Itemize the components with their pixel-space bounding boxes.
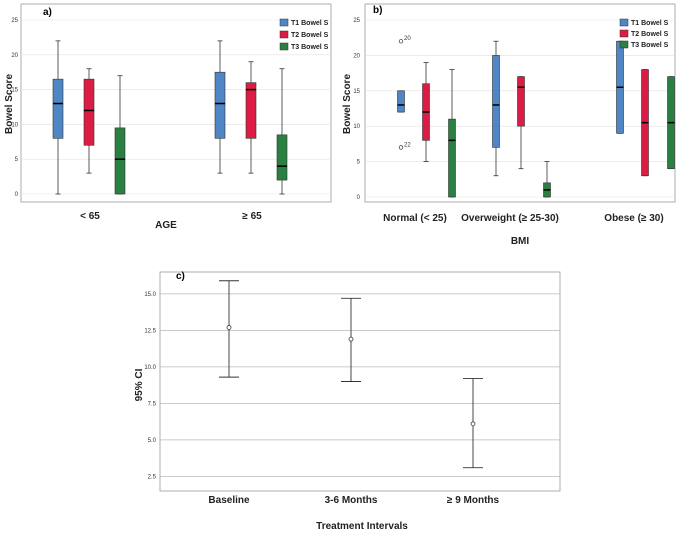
panel-b-legend-swatch — [619, 18, 629, 27]
panel-a-box-t3-bowel-s — [276, 134, 288, 181]
panel-c-mean-point — [226, 325, 232, 330]
panel-b-legend-swatch — [619, 40, 629, 49]
panel-b-box-t2-bowel-s — [517, 76, 525, 127]
panel-b-outlier-label: 22 — [404, 142, 411, 148]
panel-b-outlier-label: 20 — [404, 36, 411, 42]
panel-a-y-tick-label: 0 — [15, 192, 19, 198]
panel-c-category-label: Baseline — [208, 495, 250, 506]
panel-c-y-tick-label: 10.0 — [144, 365, 156, 371]
panel-a-y-tick-label: 5 — [15, 157, 19, 163]
panel-a-y-tick-label: 15 — [11, 88, 18, 94]
panel-b-y-tick-label: 0 — [357, 195, 361, 201]
panel-c-y-tick-label: 2.5 — [148, 474, 157, 480]
panel-a-box-t2-bowel-s — [83, 78, 95, 146]
panel-c-y-tick-label: 12.5 — [144, 328, 156, 334]
panel-b-y-tick-label: 5 — [357, 160, 361, 166]
panel-a-legend-swatch — [279, 42, 289, 51]
panel-b-y-tick-label: 25 — [353, 18, 360, 24]
panel-c-y-tick-label: 7.5 — [148, 401, 157, 407]
panel-a-legend-label: T3 Bowel S — [291, 44, 329, 51]
panel-b-category-label: Obese (≥ 30) — [604, 213, 663, 224]
panel-b-x-axis-title: BMI — [511, 236, 530, 247]
panel-a-box-t3-bowel-s — [114, 127, 126, 195]
panel-b-category-label: Overweight (≥ 25-30) — [461, 213, 559, 224]
panel-c-label: c) — [176, 271, 185, 282]
panel-b-y-tick-label: 10 — [353, 124, 360, 130]
panel-b-box-t3-bowel-s — [448, 118, 456, 198]
panel-b-category-label: Normal (< 25) — [383, 213, 447, 224]
panel-b-legend-label: T3 Bowel S — [631, 42, 669, 49]
panel-c-mean-point — [470, 421, 476, 427]
panel-c-y-tick-label: 15.0 — [144, 292, 156, 298]
panel-a-legend-label: T1 Bowel S — [291, 20, 329, 27]
panel-b-y-tick-label: 20 — [353, 53, 360, 59]
panel-c-x-axis-title: Treatment Intervals — [316, 521, 408, 532]
panel-b-label: b) — [373, 5, 382, 16]
panel-a-legend-swatch — [279, 30, 289, 39]
panel-a-box-t2-bowel-s — [245, 82, 257, 139]
panel-b-legend-label: T1 Bowel S — [631, 20, 669, 27]
panel-a-y-tick-label: 25 — [11, 18, 18, 24]
panel-c-category-label: ≥ 9 Months — [447, 495, 500, 506]
panel-c-category-label: 3-6 Months — [325, 495, 378, 506]
panel-b-outlier-point — [398, 39, 404, 44]
panel-a-y-tick-label: 20 — [11, 53, 18, 59]
panel-a-category-label: < 65 — [80, 211, 100, 222]
panel-a-y-axis-title: Bowel Score — [4, 74, 15, 134]
panel-b-legend-swatch — [619, 29, 629, 38]
panel-a-x-axis-title: AGE — [155, 220, 177, 231]
panel-b-legend-label: T2 Bowel S — [631, 31, 669, 38]
panel-a-box-t1-bowel-s — [214, 71, 226, 139]
panel-c-y-axis-title: 95% CI — [134, 368, 145, 401]
panel-a-box-t1-bowel-s — [52, 78, 64, 139]
panel-a-legend-label: T2 Bowel S — [291, 32, 329, 39]
panel-a-y-tick-label: 10 — [11, 122, 18, 128]
panel-c-y-tick-label: 5.0 — [148, 438, 157, 444]
panel-b-box-t1-bowel-s — [492, 55, 500, 148]
panel-b-y-axis-title: Bowel Score — [342, 74, 353, 134]
panel-c-mean-point — [348, 336, 354, 342]
panel-b-box-t1-bowel-s — [397, 90, 405, 113]
panel-b-outlier-point — [398, 145, 404, 150]
panel-a-category-label: ≥ 65 — [242, 211, 262, 222]
panel-a-label: a) — [43, 7, 52, 18]
panel-b-y-tick-label: 15 — [353, 89, 360, 95]
panel-a-legend-swatch — [279, 18, 289, 27]
